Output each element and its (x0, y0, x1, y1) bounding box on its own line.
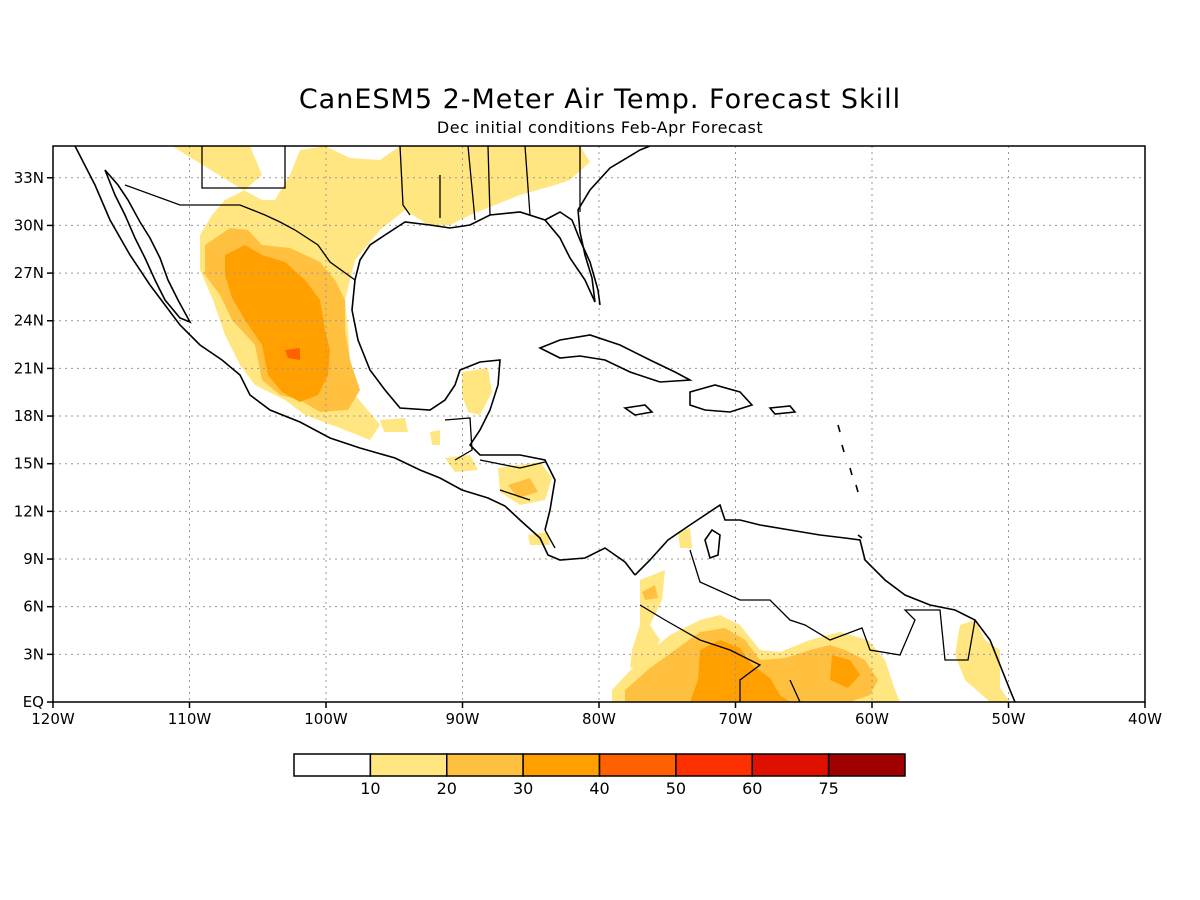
islands-lesser-antilles (837, 424, 863, 539)
coastlines (74, 146, 1016, 702)
legend-swatch (675, 753, 753, 777)
island-hispaniola (689, 384, 754, 413)
y-axis: EQ 3N 6N 9N 12N 15N 18N 21N 24N 27N 30N 33N (14, 169, 53, 711)
x-tick-label: 90W (446, 710, 480, 728)
legend-swatch (598, 753, 677, 777)
skill-area-guianas (955, 620, 1010, 702)
y-tick-label: 12N (14, 502, 44, 520)
legend-swatch (522, 753, 601, 777)
y-tick-label: 30N (14, 216, 44, 234)
skill-area-small-1 (430, 430, 440, 445)
y-tick-label: 15N (14, 455, 44, 473)
y-tick-label: 6N (23, 598, 44, 616)
island-jamaica (622, 404, 654, 416)
skill-area-amazon-core-east (830, 655, 860, 688)
legend-threshold-label: 40 (589, 779, 609, 798)
x-tick-label: 40W (1128, 710, 1162, 728)
legend-threshold-label: 75 (818, 779, 838, 798)
border-us-mexico (124, 184, 356, 281)
legend-swatch (446, 753, 524, 777)
y-tick-label: 18N (14, 407, 44, 425)
y-tick-label: 3N (23, 645, 44, 663)
legend-swatch (369, 753, 448, 777)
x-tick-label: 60W (855, 710, 889, 728)
border-south-america (639, 549, 976, 702)
skill-area-small-2 (380, 418, 408, 432)
skill-area-mexico-peak (285, 348, 300, 360)
legend-threshold-label: 30 (513, 779, 533, 798)
coast-south-america-north (634, 503, 1016, 702)
y-tick-label: 24N (14, 312, 44, 330)
coast-western-gulf (351, 279, 556, 531)
coast-gulf-of-mexico (354, 146, 651, 303)
island-puerto-rico (768, 405, 797, 415)
coast-baja-california (104, 169, 192, 324)
coast-pacific-mexico (74, 146, 636, 576)
skill-area-colombia-small (642, 585, 658, 600)
legend-swatch (751, 753, 830, 777)
skill-area-colombia-north (678, 528, 692, 548)
map-grid (53, 146, 1145, 702)
y-tick-label: EQ (23, 693, 44, 711)
lake-maracaibo (704, 528, 721, 560)
skill-area-mexico-core (225, 245, 330, 402)
skill-area-honduras-inner (508, 478, 538, 498)
skill-shading (172, 146, 1010, 702)
x-tick-label: 50W (992, 710, 1026, 728)
map-title: CanESM5 2-Meter Air Temp. Forecast Skill (298, 84, 902, 115)
border-central-america (444, 417, 556, 549)
y-tick-label: 27N (14, 264, 44, 282)
island-cuba (538, 334, 693, 383)
legend-swatch (293, 753, 372, 777)
legend-threshold-label: 60 (742, 779, 762, 798)
color-legend: 10 20 30 40 50 60 75 (293, 753, 906, 798)
legend-threshold-label: 10 (360, 779, 380, 798)
legend-threshold-label: 20 (437, 779, 457, 798)
x-tick-label: 100W (304, 710, 348, 728)
x-tick-label: 80W (582, 710, 616, 728)
x-tick-label: 70W (719, 710, 753, 728)
skill-area-panama (528, 532, 550, 545)
y-tick-label: 33N (14, 169, 44, 187)
y-tick-label: 9N (23, 550, 44, 568)
skill-area-amazon-core (690, 640, 790, 702)
x-axis: 120W 110W 100W 90W 80W 70W 60W 50W 40W (31, 702, 1162, 728)
country-borders (124, 146, 976, 702)
x-tick-label: 120W (31, 710, 75, 728)
map-subtitle: Dec initial conditions Feb-Apr Forecast (436, 118, 764, 137)
legend-threshold-label: 50 (666, 779, 686, 798)
x-tick-label: 110W (168, 710, 212, 728)
border-us-states (201, 146, 581, 221)
legend-swatch (827, 753, 906, 777)
coast-florida (544, 211, 601, 306)
skill-area-yucatan (462, 368, 492, 415)
y-tick-label: 21N (14, 359, 44, 377)
